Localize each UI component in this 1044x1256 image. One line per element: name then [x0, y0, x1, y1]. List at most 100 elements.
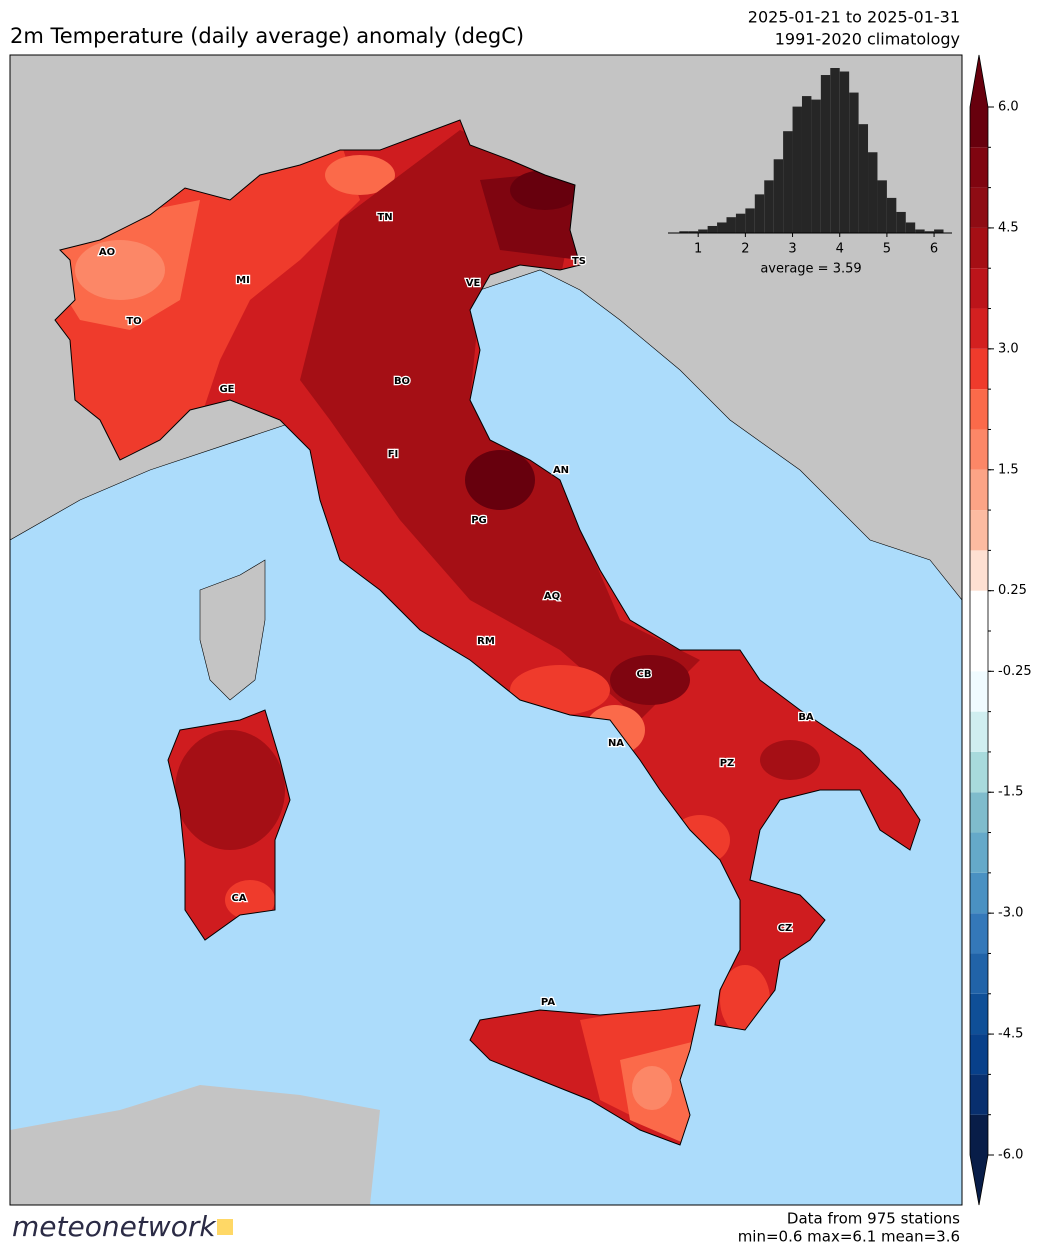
colorbar-segment [970, 550, 988, 591]
colorbar-extension [970, 1155, 988, 1205]
colorbar-segment [970, 1114, 988, 1155]
city-label: CZ [778, 923, 793, 934]
histogram-bar [764, 180, 774, 233]
corsica [199, 559, 266, 701]
colorbar-segment [970, 510, 988, 551]
histogram-bar [934, 229, 944, 233]
colorbar-segment [970, 913, 988, 954]
colorbar-tick-label: 3.0 [998, 341, 1019, 356]
colorbar-segment [970, 389, 988, 430]
histogram-bar [924, 231, 935, 233]
city-label: TN [377, 212, 392, 223]
city-label: FI [388, 449, 399, 460]
title: 2m Temperature (daily average) anomaly (… [10, 24, 524, 48]
histogram-bar [783, 131, 793, 233]
colorbar-tick-label: 4.5 [998, 220, 1019, 235]
histogram-bar [896, 211, 906, 233]
foreign-land [10, 1085, 380, 1205]
map [10, 55, 962, 1205]
city-label: PG [471, 515, 487, 526]
colorbar-segment [970, 590, 988, 631]
colorbar-tick-label: 1.5 [998, 462, 1019, 477]
histogram-bar [726, 217, 736, 233]
histogram-bar [698, 229, 708, 233]
histogram-bar [707, 225, 718, 233]
city-label: MI [236, 275, 250, 286]
histogram-bar [915, 229, 925, 233]
city-label: CA [231, 893, 246, 904]
map-frame [9, 54, 963, 1206]
x-tick-label: 5 [883, 242, 891, 257]
x-tick-label: 1 [694, 242, 702, 257]
colorbar-segment [970, 268, 988, 309]
city-label: TS [572, 256, 586, 267]
histogram-bar [820, 75, 831, 234]
histogram-bar [717, 222, 727, 233]
stations: Data from 975 stations [787, 1210, 960, 1228]
histogram-annotation: average = 3.59 [760, 262, 861, 277]
histogram-bar [801, 96, 812, 233]
climatology: 1991-2020 climatology [775, 30, 960, 49]
colorbar-segment [970, 751, 988, 793]
colorbar-tick-label: 6.0 [998, 100, 1019, 115]
colorbar-segment [970, 429, 988, 470]
colorbar-tick-label: -3.0 [998, 906, 1023, 921]
colorbar-segment [970, 711, 988, 752]
histogram-bar [849, 92, 859, 234]
histogram-bar [877, 180, 887, 233]
histogram-bar [679, 231, 689, 233]
histogram-bar [773, 159, 784, 233]
histogram-bar [745, 208, 755, 233]
period: 2025-01-21 to 2025-01-31 [748, 8, 960, 27]
city-label: BA [798, 712, 814, 723]
histogram-bar [905, 222, 916, 233]
colorbar-extension [970, 55, 988, 107]
histogram-bar [754, 194, 765, 233]
colorbar-segment [970, 993, 988, 1035]
city-label: GE [219, 384, 234, 395]
colorbar-segment [970, 631, 988, 672]
colorbar-segment [970, 872, 988, 914]
colorbar-tick-label: -6.0 [998, 1148, 1023, 1163]
colorbar-tick-label: -0.25 [998, 664, 1032, 679]
colorbar-segment [970, 227, 988, 269]
histogram-bar [735, 213, 746, 233]
x-tick-label: 2 [741, 242, 749, 257]
colorbar-tick-label: -1.5 [998, 785, 1023, 800]
city-label: CB [637, 669, 652, 680]
colorbar-segment [970, 147, 988, 188]
city-label: AN [553, 465, 569, 476]
x-tick-label: 4 [836, 242, 844, 257]
histogram-bar [886, 197, 897, 233]
colorbar-segment [970, 308, 988, 349]
city-label: RM [477, 636, 495, 647]
colorbar-segment [970, 348, 988, 390]
stats: min=0.6 max=6.1 mean=3.6 [738, 1228, 960, 1246]
colorbar-segment [970, 671, 988, 712]
city-label: PZ [720, 758, 735, 769]
histogram-bar [811, 99, 821, 234]
colorbar-tick-label: 0.25 [998, 583, 1027, 598]
city-label: PA [541, 997, 555, 1008]
colorbar-segment [970, 1034, 988, 1075]
colorbar-segment [970, 187, 988, 228]
logo-square [217, 1219, 233, 1235]
city-label: AQ [544, 591, 560, 602]
city-label: NA [608, 738, 624, 749]
colorbar-segment [970, 792, 988, 833]
colorbar-segment [970, 953, 988, 994]
x-tick-label: 3 [788, 242, 796, 257]
colorbar-segment [970, 1074, 988, 1115]
x-tick-label: 6 [930, 242, 938, 257]
city-label: VE [466, 278, 481, 289]
histogram-bar [868, 152, 878, 233]
histogram-bar [792, 106, 802, 233]
colorbar-segment [970, 469, 988, 511]
histogram-bar [688, 231, 699, 233]
histogram-bar [858, 124, 869, 233]
colorbar-segment [970, 107, 988, 148]
colorbar-tick-label: -4.5 [998, 1027, 1023, 1042]
logo: meteonetwork [12, 1210, 217, 1243]
city-label: AO [99, 247, 115, 258]
